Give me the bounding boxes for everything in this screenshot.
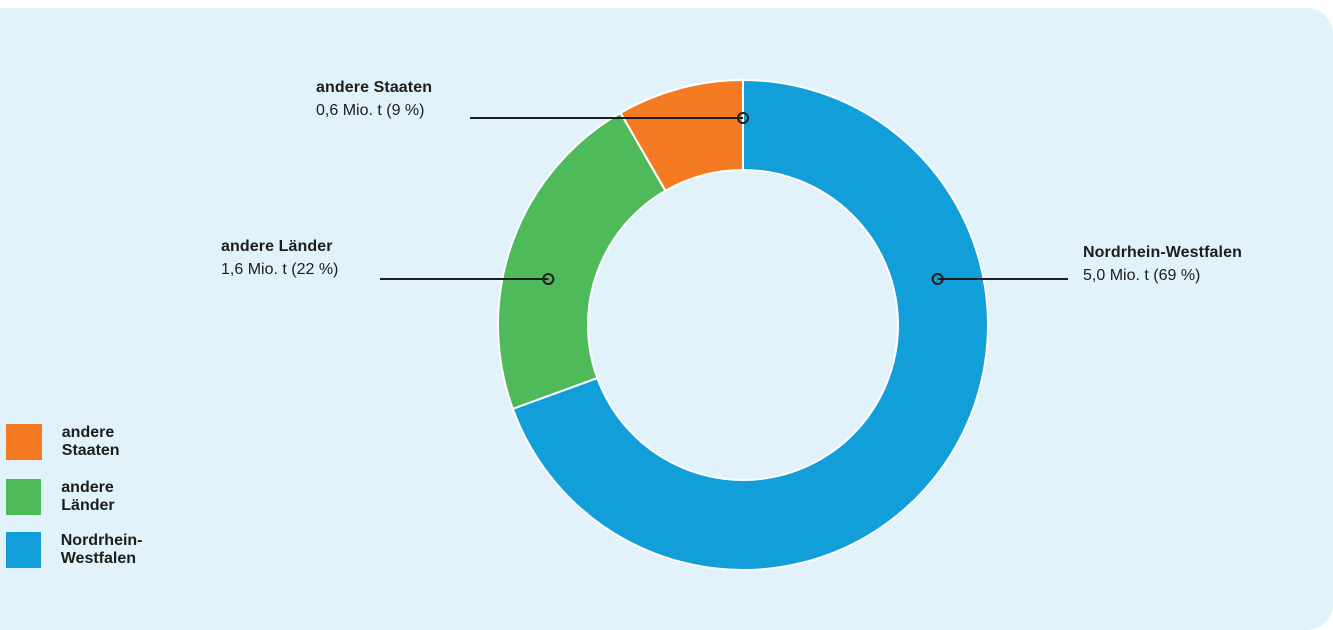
legend-swatch xyxy=(6,532,41,568)
leader-dot xyxy=(931,273,944,285)
callout-andere-laender: andere Länder 1,6 Mio. t (22 %) xyxy=(221,235,338,281)
donut-slice-nordrhein-westfalen xyxy=(511,78,989,571)
leader-lines xyxy=(380,112,1068,285)
legend-label: andere Staaten xyxy=(61,424,120,459)
leader-dot xyxy=(542,273,555,285)
callout-title: Nordrhein-Westfalen xyxy=(1083,244,1242,261)
callout-value: 0,6 Mio. t (9 %) xyxy=(316,102,425,119)
legend-swatch xyxy=(6,479,42,515)
callout-title: andere Staaten xyxy=(316,79,433,96)
donut-slice-andere-l-nder xyxy=(497,111,667,411)
callout-nordrhein-westfalen: Nordrhein-Westfalen 5,0 Mio. t (69 %) xyxy=(1083,241,1242,287)
donut-slice-andere-staaten xyxy=(619,78,744,193)
legend-label: andere Länder xyxy=(61,479,115,514)
leader-dot xyxy=(737,112,749,124)
legend-swatch xyxy=(6,424,42,460)
callout-andere-staaten: andere Staaten 0,6 Mio. t (9 %) xyxy=(316,76,432,122)
legend-item-andere-laender: andere Länder xyxy=(6,479,133,515)
legend-item-nordrhein-westfalen: Nordrhein-Westfalen xyxy=(6,532,162,568)
callout-title: andere Länder xyxy=(221,238,333,255)
callout-value: 5,0 Mio. t (69 %) xyxy=(1083,267,1201,284)
callout-value: 1,6 Mio. t (22 %) xyxy=(221,261,339,278)
donut-slices xyxy=(497,78,989,571)
legend-item-andere-staaten: andere Staaten xyxy=(6,424,138,460)
legend-label: Nordrhein-Westfalen xyxy=(60,532,143,567)
